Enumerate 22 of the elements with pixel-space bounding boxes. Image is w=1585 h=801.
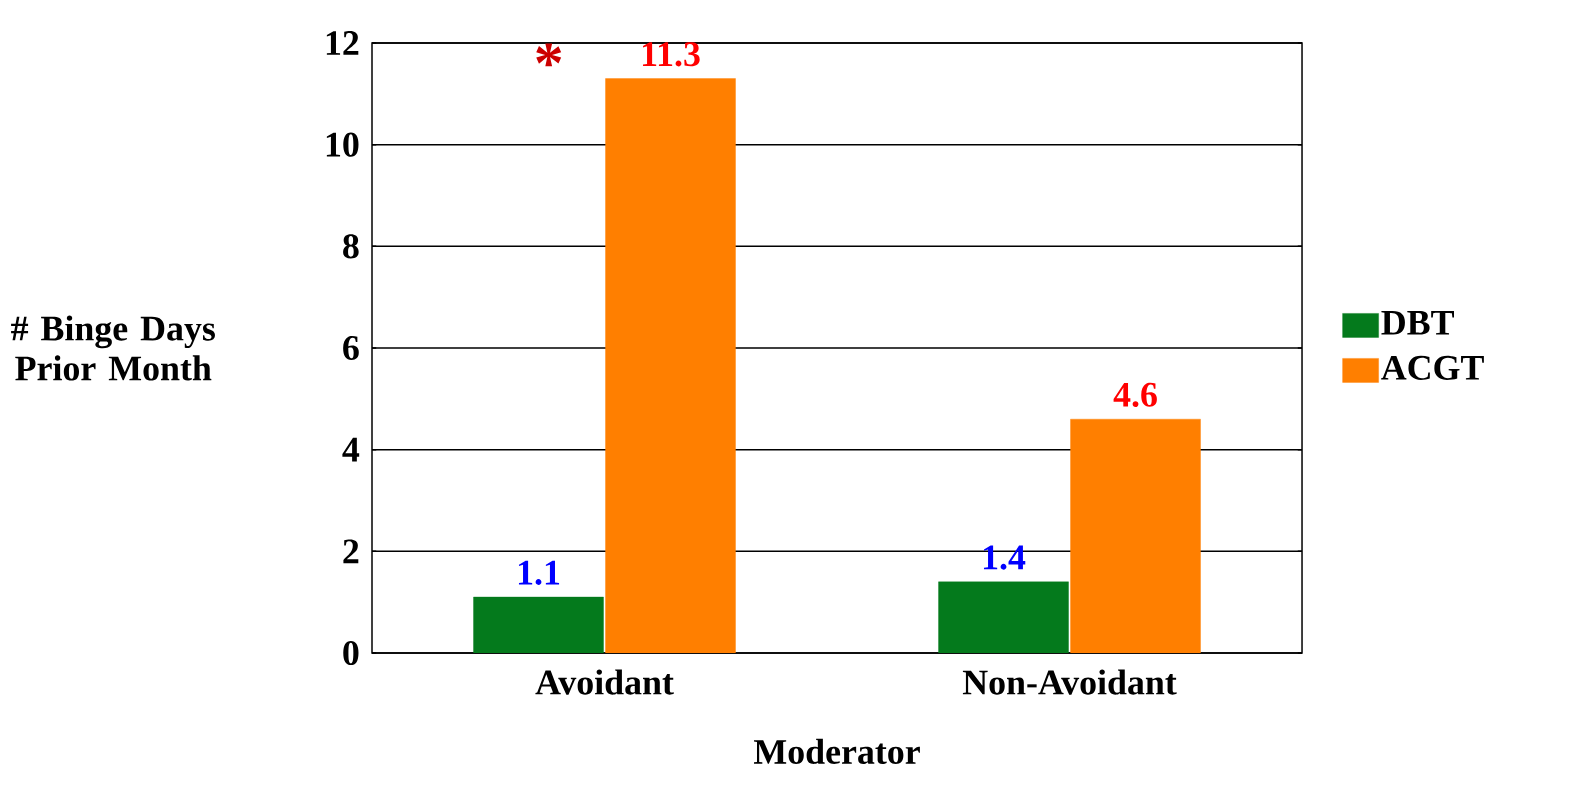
annotation: * — [536, 43, 562, 67]
y-tick-label: 12 — [326, 31, 359, 55]
data-label: 1.1 — [518, 560, 560, 585]
y-tick-label: 8 — [343, 234, 359, 259]
bar — [938, 581, 1069, 653]
y-tick-label: 10 — [326, 132, 359, 157]
y-axis-title: # Binge Days Prior Month — [11, 315, 215, 381]
bar — [473, 596, 604, 653]
y-tick-label: 2 — [343, 539, 359, 564]
data-label: 11.3 — [642, 42, 700, 67]
data-label: 4.6 — [1113, 382, 1157, 407]
bar — [605, 78, 736, 653]
y-tick-label: 0 — [343, 640, 359, 666]
x-tick-label: Non-Avoidant — [962, 669, 1177, 695]
legend-label: ACGT — [1381, 355, 1484, 380]
y-tick-label: 6 — [343, 335, 359, 361]
legend-label: DBT — [1381, 311, 1454, 335]
bar — [1070, 418, 1201, 653]
x-axis-title: Moderator — [753, 738, 920, 764]
y-tick-label: 4 — [342, 437, 360, 462]
data-label: 1.4 — [983, 545, 1026, 570]
x-tick-label: Avoidant — [535, 669, 674, 695]
